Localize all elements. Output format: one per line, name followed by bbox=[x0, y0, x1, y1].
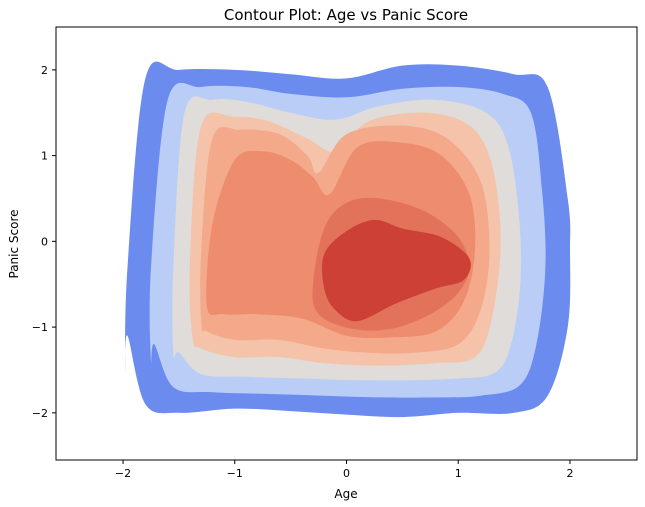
y-tick-label: −2 bbox=[32, 407, 48, 420]
contour-level-7 bbox=[322, 219, 471, 322]
y-tick-label: 2 bbox=[41, 64, 48, 77]
x-tick-label: 2 bbox=[566, 467, 573, 480]
chart-title: Contour Plot: Age vs Panic Score bbox=[224, 6, 468, 24]
y-tick-label: −1 bbox=[32, 321, 48, 334]
y-axis: −2 −1 0 1 2 bbox=[32, 64, 56, 420]
y-tick-label: 1 bbox=[41, 150, 48, 163]
x-axis: −2 −1 0 1 2 bbox=[115, 460, 573, 480]
contour-layer bbox=[125, 61, 571, 418]
y-tick-label: 0 bbox=[41, 235, 48, 248]
x-axis-label: Age bbox=[334, 487, 357, 501]
x-tick-label: 0 bbox=[343, 467, 350, 480]
y-axis-label: Panic Score bbox=[7, 209, 21, 278]
x-tick-label: 1 bbox=[455, 467, 462, 480]
x-tick-label: −2 bbox=[115, 467, 131, 480]
x-tick-label: −1 bbox=[227, 467, 243, 480]
